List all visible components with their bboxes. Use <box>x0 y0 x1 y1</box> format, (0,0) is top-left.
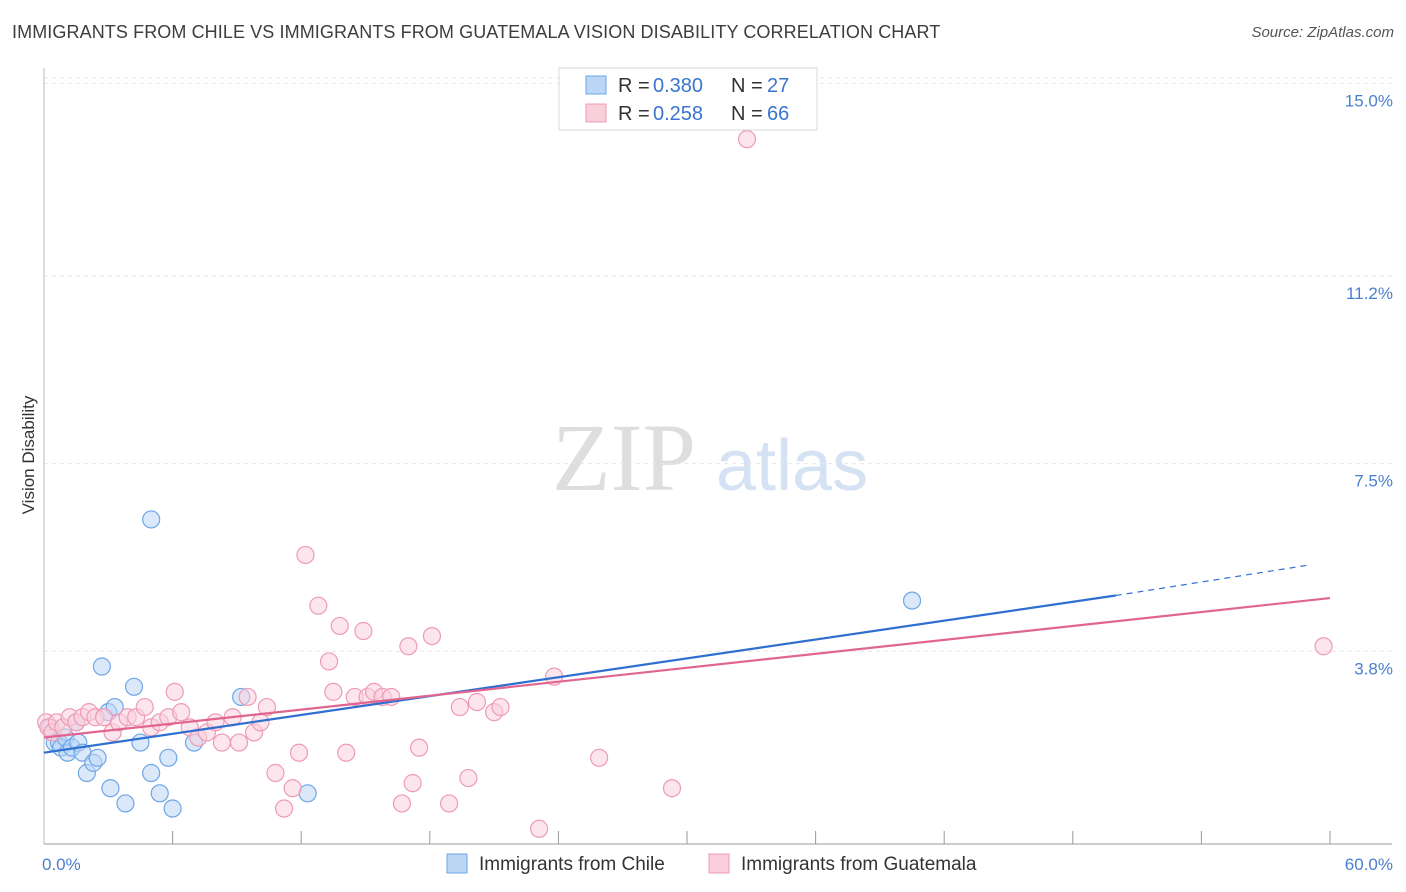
trend-line-chile-extension <box>1115 564 1309 597</box>
point-guatemala <box>491 697 510 717</box>
trend-lines <box>43 564 1331 754</box>
point-chile <box>124 677 144 696</box>
point-guatemala <box>392 794 412 813</box>
point-chile <box>88 748 107 767</box>
y-tick-label: 3.8% <box>1354 659 1393 678</box>
point-chile <box>142 763 161 783</box>
point-guatemala <box>229 733 249 752</box>
trend-line-chile <box>43 594 1116 754</box>
point-guatemala <box>319 652 339 671</box>
point-guatemala <box>662 779 682 798</box>
point-guatemala <box>212 733 231 752</box>
y-tick-label: 11.2% <box>1346 284 1393 303</box>
point-guatemala <box>172 703 191 722</box>
legend-n-label-chile: N = <box>731 75 763 97</box>
point-guatemala <box>467 692 487 712</box>
point-guatemala <box>238 687 257 707</box>
watermark-zip: ZIP <box>552 404 696 511</box>
point-chile <box>116 794 135 813</box>
series-legend-swatch-guatemala <box>708 853 730 874</box>
point-guatemala <box>1314 637 1333 656</box>
legend-swatch-chile <box>585 75 607 95</box>
point-chile <box>159 748 178 767</box>
point-chile <box>92 657 111 676</box>
point-guatemala <box>422 626 442 646</box>
legend-r-value-chile: 0.380 <box>653 75 703 97</box>
point-guatemala <box>274 799 294 818</box>
point-guatemala <box>737 130 757 149</box>
legend-r-label-chile: R = <box>618 75 650 97</box>
point-chile <box>163 799 182 818</box>
point-guatemala <box>459 768 478 788</box>
point-guatemala <box>266 763 285 783</box>
point-guatemala <box>324 682 343 701</box>
point-guatemala <box>165 682 184 701</box>
chart-title: IMMIGRANTS FROM CHILE VS IMMIGRANTS FROM… <box>12 22 941 42</box>
legend-r-value-guatemala: 0.258 <box>653 103 703 125</box>
series-legend: Immigrants from Chile Immigrants from Gu… <box>446 853 977 875</box>
legend-n-value-chile: 27 <box>767 75 789 97</box>
legend-swatch-guatemala <box>585 103 607 123</box>
series-legend-label-chile: Immigrants from Chile <box>479 854 665 875</box>
point-guatemala <box>296 545 315 565</box>
point-guatemala <box>399 637 418 656</box>
point-guatemala <box>283 779 302 798</box>
y-tick-label: 15.0% <box>1345 91 1393 110</box>
point-guatemala <box>354 621 373 641</box>
point-guatemala <box>409 738 429 757</box>
point-chile <box>142 510 161 529</box>
y-tick-labels: 3.8% 7.5% 11.2% 15.0% <box>1345 91 1393 678</box>
x-axis-ticks <box>43 831 1331 844</box>
stats-legend: R = 0.380 N = 27 R = 0.258 N = 66 <box>558 67 818 131</box>
point-guatemala <box>337 743 356 762</box>
point-chile <box>902 591 922 610</box>
x-tick-label-max: 60.0% <box>1345 855 1393 874</box>
chart-source: Source: ZipAtlas.com <box>1251 24 1394 41</box>
point-guatemala <box>530 819 549 838</box>
point-guatemala <box>330 616 349 636</box>
series-legend-swatch-chile <box>446 853 468 874</box>
y-tick-label: 7.5% <box>1354 472 1393 491</box>
legend-r-label-guatemala: R = <box>618 103 650 125</box>
point-guatemala <box>309 596 328 615</box>
point-guatemala <box>403 774 422 793</box>
trend-line-guatemala <box>43 596 1331 739</box>
x-tick-label-min: 0.0% <box>42 855 81 874</box>
point-guatemala <box>590 748 609 767</box>
series-legend-label-guatemala: Immigrants from Guatemala <box>741 854 977 875</box>
point-guatemala <box>439 794 459 813</box>
watermark-atlas: atlas <box>716 426 868 506</box>
point-chile <box>150 784 169 803</box>
point-guatemala <box>450 697 469 717</box>
point-guatemala <box>289 743 309 762</box>
y-axis-title: Vision Disability <box>19 395 38 514</box>
point-chile <box>101 779 120 798</box>
legend-n-label-guatemala: N = <box>731 103 763 125</box>
gridlines <box>44 77 1392 652</box>
legend-n-value-guatemala: 66 <box>767 103 789 125</box>
point-guatemala <box>257 697 277 717</box>
point-guatemala <box>135 697 154 717</box>
